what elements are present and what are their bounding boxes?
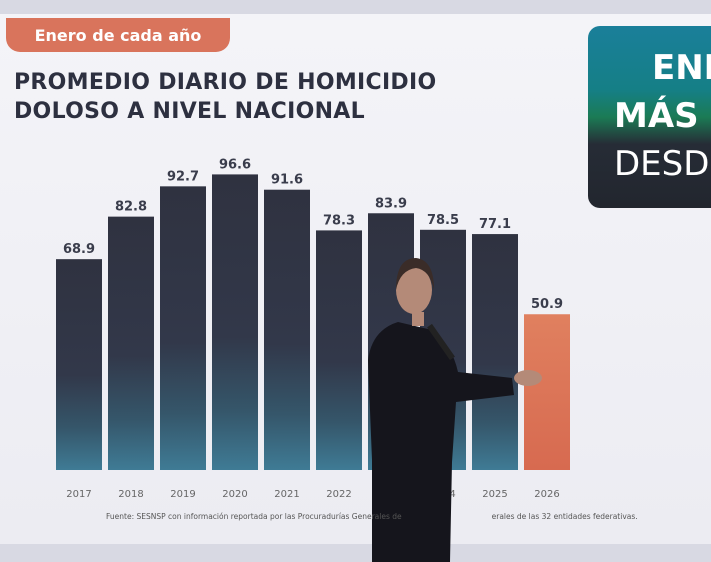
bar-2026 xyxy=(524,314,570,470)
side-panel: ENE MÁS DESD xyxy=(588,26,711,208)
category-label-2017: 2017 xyxy=(66,489,91,500)
bar-2019 xyxy=(160,186,206,470)
footnote-part-1: Fuente: SESNSP con información reportada… xyxy=(106,512,402,521)
bar-2018 xyxy=(108,216,154,470)
bar-2017 xyxy=(56,259,102,470)
category-label-2025: 2025 xyxy=(482,489,507,500)
panel-line-2: MÁS xyxy=(614,96,699,136)
value-label-2024: 78.5 xyxy=(427,213,459,228)
value-label-2020: 96.6 xyxy=(219,157,251,172)
category-label-2021: 2021 xyxy=(274,489,299,500)
category-label-2018: 2018 xyxy=(118,489,143,500)
category-label-2019: 2019 xyxy=(170,489,195,500)
value-label-2025: 77.1 xyxy=(479,217,511,232)
value-label-2017: 68.9 xyxy=(63,242,95,257)
footnote-part-2: erales de las 32 entidades federativas. xyxy=(491,512,638,521)
title-line-2: DOLOSO A NIVEL NACIONAL xyxy=(14,99,365,124)
value-label-2018: 82.8 xyxy=(115,200,147,215)
bar-2021 xyxy=(264,189,310,471)
bar-2025 xyxy=(472,234,518,470)
category-label-2026: 2026 xyxy=(534,489,559,500)
value-label-2023: 83.9 xyxy=(375,196,407,211)
panel-line-3: DESD xyxy=(614,144,710,184)
source-footnote: Fuente: SESNSP con información reportada… xyxy=(106,512,711,521)
bar-2020 xyxy=(212,174,258,471)
value-label-2026: 50.9 xyxy=(531,297,563,312)
category-label-2022: 2022 xyxy=(326,489,351,500)
bar-2022 xyxy=(316,230,362,470)
value-label-2019: 92.7 xyxy=(167,169,199,184)
chart-title: PROMEDIO DIARIO DE HOMICIDIO DOLOSO A NI… xyxy=(14,68,436,126)
title-line-1: PROMEDIO DIARIO DE HOMICIDIO xyxy=(14,70,437,95)
value-label-2022: 78.3 xyxy=(323,213,355,228)
category-label-2020: 2020 xyxy=(222,489,247,500)
panel-line-1: ENE xyxy=(652,48,711,88)
period-badge: Enero de cada año xyxy=(6,18,230,52)
value-label-2021: 91.6 xyxy=(271,173,303,188)
